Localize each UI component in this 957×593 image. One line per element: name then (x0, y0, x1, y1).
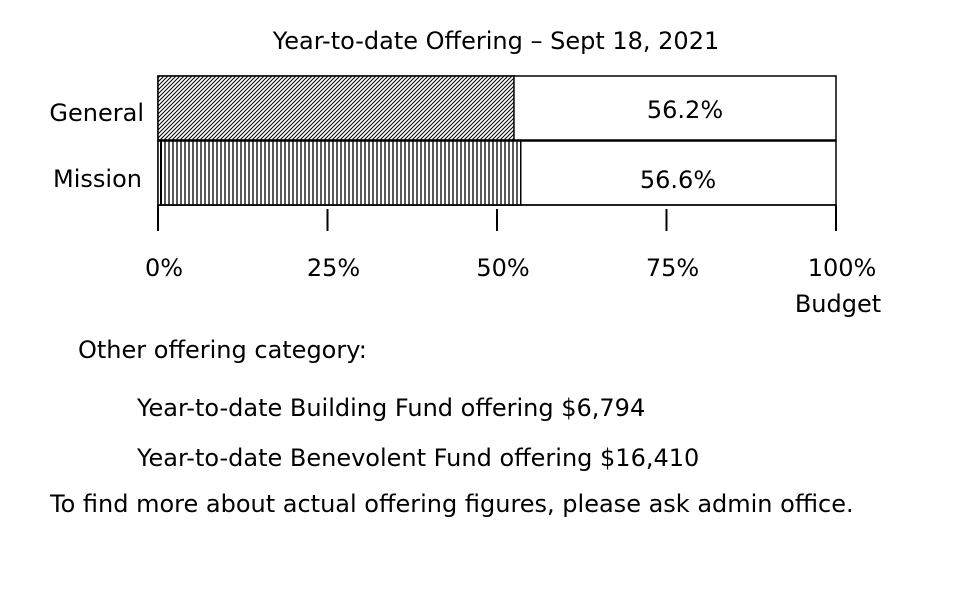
x-tick-label-2: 50% (476, 254, 529, 282)
category-label-mission: Mission (53, 165, 142, 193)
value-label-general: 56.2% (647, 96, 723, 124)
x-tick-label-0: 0% (145, 254, 183, 282)
x-tick-label-4: 100% (808, 254, 877, 282)
category-label-general: General (49, 99, 144, 127)
benevolent-fund-note: Year-to-date Benevolent Fund offering $1… (137, 444, 700, 472)
x-tick-label-1: 25% (307, 254, 360, 282)
offering-chart: Year-to-date Offering – Sept 18, 2021 56… (49, 27, 881, 318)
x-axis-label: Budget (795, 290, 881, 318)
x-axis: 0% 25% 50% 75% 100% Budget (145, 204, 881, 318)
other-category-heading: Other offering category: (78, 336, 367, 364)
bar-row-mission: 56.6% Mission (53, 140, 837, 206)
building-fund-note: Year-to-date Building Fund offering $6,7… (137, 394, 646, 422)
bar-mission (157, 140, 522, 206)
bar-rows: 56.2% General 56.6% Mission (49, 75, 837, 206)
x-axis-ticks (157, 205, 837, 231)
x-tick-labels: 0% 25% 50% 75% 100% (145, 254, 876, 282)
x-tick-label-3: 75% (646, 254, 699, 282)
bar-row-general: 56.2% General (49, 75, 837, 141)
chart-title: Year-to-date Offering – Sept 18, 2021 (272, 27, 719, 55)
footer-note: To find more about actual offering figur… (50, 490, 854, 518)
bar-general (157, 75, 515, 141)
value-label-mission: 56.6% (640, 166, 716, 194)
